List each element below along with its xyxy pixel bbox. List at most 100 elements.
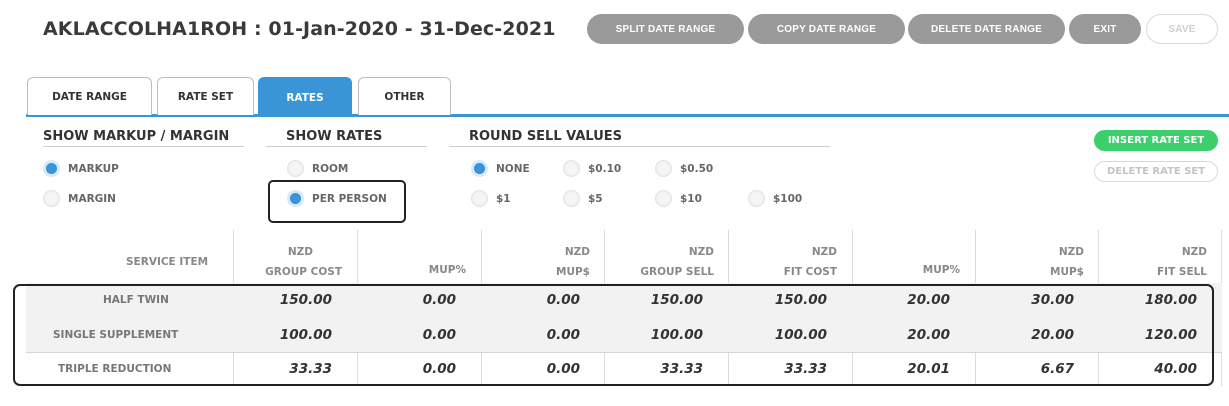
service-item-label: TRIPLE REDUCTION (58, 363, 172, 375)
mup-dollar-value[interactable]: 20.00 (1031, 327, 1074, 343)
exit-button[interactable]: EXIT (1069, 14, 1141, 44)
split-date-range-button[interactable]: SPLIT DATE RANGE (587, 14, 744, 44)
page-title: AKLACCOLHA1ROH : 01-Jan-2020 - 31-Dec-20… (43, 18, 556, 40)
radio-0-50[interactable]: $0.50 (655, 160, 713, 177)
group-cost-value[interactable]: 150.00 (279, 292, 332, 308)
radio-per-person[interactable]: PER PERSON (287, 190, 387, 207)
radio-10[interactable]: $10 (655, 190, 702, 207)
column-header-group-cost: GROUP COST (265, 266, 342, 278)
radio-label: PER PERSON (312, 192, 387, 205)
fit-cost-value[interactable]: 100.00 (774, 327, 827, 343)
row-divider (26, 352, 1222, 353)
radio-unchecked-icon (471, 190, 488, 207)
radio-label: $0.10 (588, 162, 622, 175)
radio-label: MARKUP (68, 162, 119, 175)
markup-margin-divider (43, 146, 244, 147)
per-person-highlight (268, 180, 406, 223)
radio-unchecked-icon (563, 190, 580, 207)
radio-markup[interactable]: MARKUP (43, 160, 119, 177)
mup-dollar-value[interactable]: 0.00 (546, 327, 580, 343)
radio-label: $10 (680, 192, 702, 205)
column-header-mup-dollar: MUP$ (556, 266, 590, 278)
column-header-currency: NZD (1181, 246, 1207, 258)
tab-rates[interactable]: RATES (258, 77, 352, 117)
group-sell-value[interactable]: 100.00 (650, 327, 703, 343)
column-header-mup-dollar: MUP$ (1050, 266, 1084, 278)
radio-checked-icon (287, 190, 304, 207)
column-header-currency: NZD (1058, 246, 1084, 258)
radio-unchecked-icon (655, 160, 672, 177)
show-rates-divider (266, 146, 427, 147)
save-button[interactable]: SAVE (1146, 14, 1218, 44)
column-header-currency: NZD (811, 246, 837, 258)
radio-label: $0.50 (680, 162, 714, 175)
mup-pct-value[interactable]: 0.00 (422, 292, 456, 308)
radio-none[interactable]: NONE (471, 160, 530, 177)
group-cost-value[interactable]: 33.33 (289, 361, 332, 377)
mup-pct-value[interactable]: 20.01 (907, 361, 950, 377)
column-header-fit-sell: FIT SELL (1156, 266, 1207, 278)
radio-unchecked-icon (43, 190, 60, 207)
radio-5[interactable]: $5 (563, 190, 603, 207)
mup-pct-value[interactable]: 0.00 (422, 361, 456, 377)
table-header: SERVICE ITEM NZD GROUP COST MUP% NZD MUP… (26, 230, 1222, 283)
table-rows-highlight (13, 284, 1214, 386)
column-header-currency: NZD (564, 246, 590, 258)
fit-cost-value[interactable]: 150.00 (774, 292, 827, 308)
group-sell-value[interactable]: 150.00 (650, 292, 703, 308)
service-item-label: HALF TWIN (103, 294, 169, 306)
radio-checked-icon (471, 160, 488, 177)
round-sell-divider (449, 146, 830, 147)
mup-pct-value[interactable]: 20.00 (907, 292, 950, 308)
column-header-service-item: SERVICE ITEM (126, 256, 209, 268)
radio-label: NONE (496, 162, 530, 175)
radio-label: $5 (588, 192, 603, 205)
table-row: HALF TWIN 150.00 0.00 0.00 150.00 150.00… (26, 283, 1222, 318)
mup-dollar-value[interactable]: 0.00 (546, 361, 580, 377)
column-header-currency: NZD (688, 246, 714, 258)
fit-cost-value[interactable]: 33.33 (784, 361, 827, 377)
radio-label: ROOM (312, 162, 349, 175)
radio-100[interactable]: $100 (748, 190, 802, 207)
fit-sell-value[interactable]: 120.00 (1144, 327, 1197, 343)
radio-label: MARGIN (68, 192, 116, 205)
fit-sell-value[interactable]: 180.00 (1144, 292, 1197, 308)
radio-label: $1 (496, 192, 511, 205)
tab-date-range[interactable]: DATE RANGE (27, 77, 152, 115)
column-header-currency: NZD (287, 246, 313, 258)
group-sell-value[interactable]: 33.33 (660, 361, 703, 377)
column-header-fit-cost: FIT COST (783, 266, 837, 278)
radio-label: $100 (773, 192, 803, 205)
delete-rate-set-button[interactable]: DELETE RATE SET (1094, 161, 1218, 182)
group-cost-value[interactable]: 100.00 (279, 327, 332, 343)
tab-bar: DATE RANGE RATE SET RATES OTHER (26, 77, 1229, 117)
delete-date-range-button[interactable]: DELETE DATE RANGE (908, 14, 1065, 44)
markup-margin-title: SHOW MARKUP / MARGIN (43, 129, 230, 144)
table-row: TRIPLE REDUCTION 33.33 0.00 0.00 33.33 3… (26, 352, 1222, 387)
column-header-mup-pct: MUP% (922, 264, 960, 276)
mup-dollar-value[interactable]: 6.67 (1040, 361, 1074, 377)
fit-sell-value[interactable]: 40.00 (1154, 361, 1197, 377)
column-header-mup-pct: MUP% (428, 264, 466, 276)
radio-0-10[interactable]: $0.10 (563, 160, 621, 177)
radio-margin[interactable]: MARGIN (43, 190, 116, 207)
radio-unchecked-icon (655, 190, 672, 207)
column-header-group-sell: GROUP SELL (640, 266, 714, 278)
show-rates-title: SHOW RATES (286, 129, 383, 144)
round-sell-title: ROUND SELL VALUES (469, 129, 623, 144)
mup-pct-value[interactable]: 20.00 (907, 327, 950, 343)
tab-rate-set[interactable]: RATE SET (157, 77, 254, 115)
radio-1[interactable]: $1 (471, 190, 511, 207)
insert-rate-set-button[interactable]: INSERT RATE SET (1094, 130, 1218, 151)
radio-checked-icon (43, 160, 60, 177)
mup-pct-value[interactable]: 0.00 (422, 327, 456, 343)
radio-unchecked-icon (563, 160, 580, 177)
mup-dollar-value[interactable]: 0.00 (546, 292, 580, 308)
copy-date-range-button[interactable]: COPY DATE RANGE (748, 14, 905, 44)
mup-dollar-value[interactable]: 30.00 (1031, 292, 1074, 308)
radio-room[interactable]: ROOM (287, 160, 348, 177)
tab-other[interactable]: OTHER (358, 77, 451, 115)
service-item-label: SINGLE SUPPLEMENT (53, 329, 179, 341)
radio-unchecked-icon (748, 190, 765, 207)
radio-unchecked-icon (287, 160, 304, 177)
